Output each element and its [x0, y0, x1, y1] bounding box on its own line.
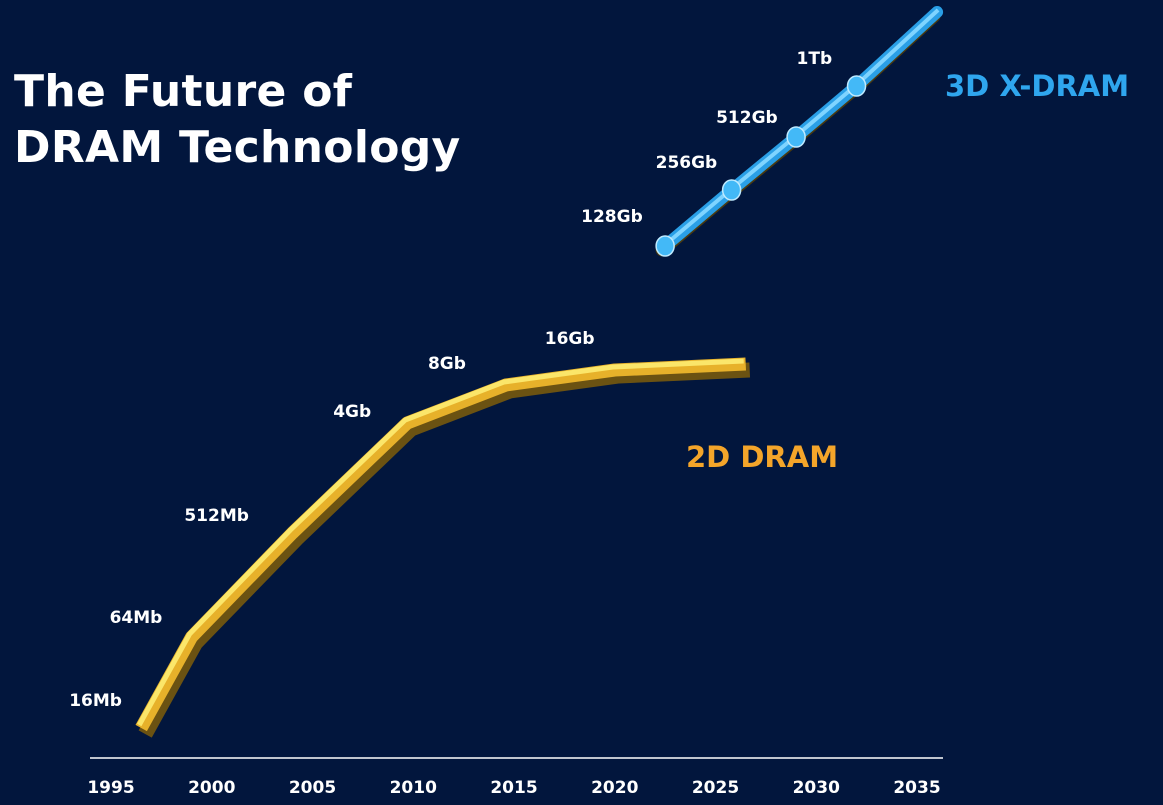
series-label-3d-x-dram: 3D X-DRAM [945, 69, 1130, 103]
series-line-highlight [137, 358, 744, 727]
data-label: 4Gb [333, 402, 371, 422]
x-tick-label: 2025 [692, 778, 739, 798]
x-tick-label: 2010 [390, 778, 437, 798]
data-label: 8Gb [428, 354, 466, 374]
x-tick-label: 1995 [87, 778, 134, 798]
series-label-2d-dram: 2D DRAM [686, 440, 839, 474]
data-label: 16Mb [69, 691, 122, 711]
series-point [786, 126, 806, 148]
data-label: 256Gb [656, 153, 718, 173]
series-3d-x-dram: 128Gb 256Gb 512Gb 1Tb [581, 6, 944, 257]
series-line-shadow [138, 362, 751, 738]
x-tick-label: 2000 [188, 778, 235, 798]
series-point [655, 235, 675, 257]
x-axis-ticks: 1995 2000 2005 2010 2015 2020 2025 2030 2035 [87, 778, 940, 798]
data-label: 512Mb [184, 506, 249, 526]
data-label: 64Mb [110, 608, 163, 628]
x-tick-label: 2030 [793, 778, 840, 798]
x-tick-label: 2020 [591, 778, 638, 798]
chart-title: The Future of DRAM Technology [14, 64, 461, 176]
data-label: 512Gb [716, 108, 778, 128]
series-2d-dram: 16Mb 64Mb 512Mb 4Gb 8Gb 16Gb [69, 329, 751, 738]
series-point [721, 179, 742, 201]
x-tick-label: 2035 [893, 778, 940, 798]
x-tick-label: 2015 [490, 778, 537, 798]
data-label: 16Gb [545, 329, 595, 349]
series-line [135, 357, 746, 732]
series-point [846, 75, 867, 97]
data-label: 1Tb [797, 49, 833, 69]
x-tick-label: 2005 [289, 778, 336, 798]
chart-title-line-2: DRAM Technology [14, 122, 461, 173]
chart-title-line-1: The Future of [14, 66, 353, 117]
data-label: 128Gb [581, 207, 643, 227]
